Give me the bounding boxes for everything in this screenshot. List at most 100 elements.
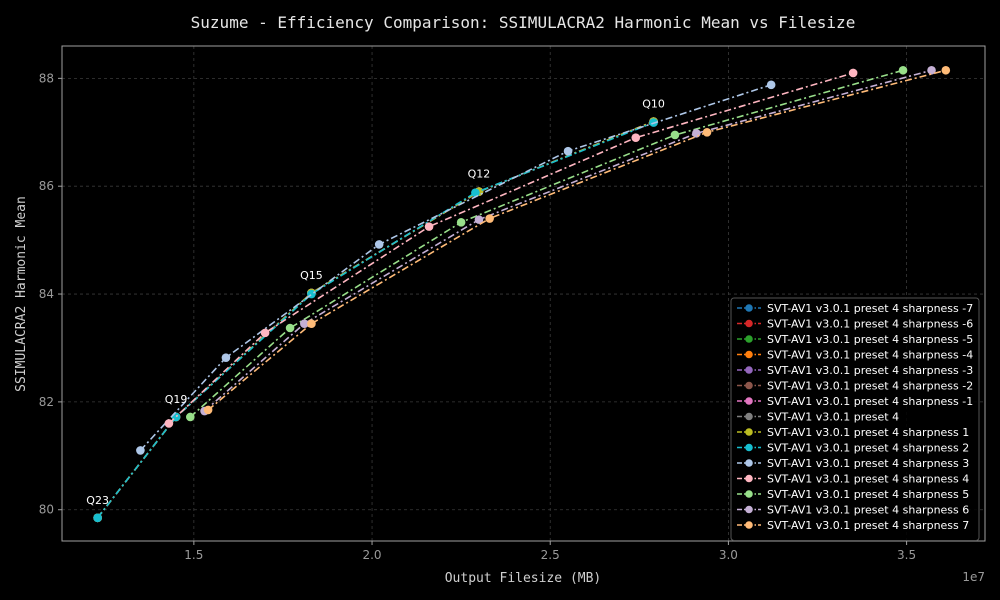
data-point — [766, 80, 776, 90]
data-point — [485, 214, 494, 223]
legend-marker — [745, 412, 753, 421]
x-offset-label: 1e7 — [962, 570, 985, 584]
data-point — [456, 218, 466, 227]
series-11 — [164, 68, 858, 428]
x-tick-label: 3.5 — [897, 548, 916, 562]
legend-label: SVT-AV1 v3.0.1 preset 4 sharpness 4 — [767, 473, 969, 486]
legend-item: SVT-AV1 v3.0.1 preset 4 sharpness -4 — [737, 349, 973, 362]
legend-item: SVT-AV1 v3.0.1 preset 4 sharpness 3 — [737, 457, 969, 470]
legend-marker — [745, 381, 753, 390]
legend-item: SVT-AV1 v3.0.1 preset 4 sharpness -7 — [737, 302, 973, 315]
data-point — [285, 323, 295, 333]
series-12 — [185, 65, 908, 422]
data-point — [136, 446, 145, 455]
data-point — [563, 146, 573, 156]
legend-label: SVT-AV1 v3.0.1 preset 4 sharpness -6 — [767, 318, 973, 331]
legend-box — [730, 297, 980, 541]
legend-marker — [745, 397, 753, 405]
quality-annotation: Q10 — [642, 97, 665, 110]
legend-item: SVT-AV1 v3.0.1 preset 4 sharpness -1 — [737, 395, 973, 408]
legend-item: SVT-AV1 v3.0.1 preset 4 sharpness 6 — [737, 504, 969, 517]
x-tick-label: 2.0 — [362, 548, 381, 562]
legend-marker — [745, 304, 753, 312]
data-point — [374, 240, 384, 249]
data-point — [300, 319, 309, 328]
series-layer — [93, 65, 951, 523]
series-14 — [203, 65, 951, 415]
legend-item: SVT-AV1 v3.0.1 preset 4 sharpness -6 — [737, 318, 973, 331]
legend-label: SVT-AV1 v3.0.1 preset 4 sharpness 1 — [767, 426, 969, 439]
legend-marker — [745, 428, 753, 436]
legend-label: SVT-AV1 v3.0.1 preset 4 sharpness 6 — [767, 504, 969, 517]
y-tick-label: 80 — [39, 503, 54, 517]
x-axis-label: Output Filesize (MB) — [445, 571, 602, 586]
data-point — [307, 319, 316, 328]
legend-item: SVT-AV1 v3.0.1 preset 4 sharpness -2 — [737, 380, 973, 393]
x-tick-label: 1.5 — [184, 548, 203, 562]
legend-marker — [745, 350, 753, 359]
chart-title: Suzume - Efficiency Comparison: SSIMULAC… — [191, 13, 856, 32]
legend-label: SVT-AV1 v3.0.1 preset 4 sharpness 7 — [767, 519, 969, 532]
data-point — [848, 68, 858, 78]
data-point — [93, 513, 102, 523]
plot-frame — [61, 45, 986, 542]
legend-label: SVT-AV1 v3.0.1 preset 4 sharpness -4 — [767, 349, 973, 362]
data-point — [164, 419, 174, 428]
data-point — [898, 65, 908, 75]
data-point — [260, 328, 270, 338]
legend-marker — [745, 459, 753, 467]
legend-label: SVT-AV1 v3.0.1 preset 4 sharpness 5 — [767, 488, 969, 501]
data-point — [424, 222, 434, 231]
annotations: Q23 Q19 Q15 Q12 Q10 — [86, 97, 665, 506]
quality-annotation: Q15 — [300, 269, 323, 282]
y-tick-label: 88 — [39, 71, 54, 85]
data-point — [185, 412, 195, 422]
legend-marker — [745, 366, 753, 374]
quality-annotation: Q12 — [468, 168, 491, 181]
legend-item: SVT-AV1 v3.0.1 preset 4 sharpness -5 — [737, 333, 973, 346]
data-point — [203, 405, 213, 415]
legend-item: SVT-AV1 v3.0.1 preset 4 sharpness 5 — [737, 488, 969, 501]
legend-item: SVT-AV1 v3.0.1 preset 4 sharpness 2 — [737, 442, 969, 455]
x-tick-label: 2.5 — [541, 548, 560, 562]
legend-marker — [745, 490, 753, 498]
quality-annotation: Q19 — [165, 393, 188, 406]
legend-label: SVT-AV1 v3.0.1 preset 4 sharpness -1 — [767, 395, 973, 408]
data-point — [471, 188, 480, 197]
legend-item: SVT-AV1 v3.0.1 preset 4 sharpness 4 — [737, 473, 969, 486]
data-point — [670, 130, 680, 140]
y-tick-label: 86 — [39, 179, 54, 193]
data-point — [631, 133, 641, 142]
series-10 — [136, 80, 776, 455]
y-tick-label: 82 — [39, 395, 54, 409]
legend-marker — [745, 521, 753, 529]
legend-item: SVT-AV1 v3.0.1 preset 4 sharpness 7 — [737, 519, 969, 532]
legend-label: SVT-AV1 v3.0.1 preset 4 sharpness -2 — [767, 380, 973, 393]
data-point — [692, 129, 701, 138]
legend-label: SVT-AV1 v3.0.1 preset 4 sharpness 2 — [767, 442, 969, 455]
legend-label: SVT-AV1 v3.0.1 preset 4 sharpness -3 — [767, 364, 973, 377]
data-point — [941, 65, 951, 75]
legend-label: SVT-AV1 v3.0.1 preset 4 sharpness -7 — [767, 302, 973, 315]
y-tick-label: 84 — [39, 287, 54, 301]
x-tick-label: 3.0 — [719, 548, 738, 562]
legend-marker — [745, 474, 753, 483]
legend-marker — [745, 505, 753, 514]
data-point — [474, 215, 484, 224]
legend-marker — [745, 335, 753, 343]
legend-marker — [745, 443, 753, 452]
legend-item: SVT-AV1 v3.0.1 preset 4 sharpness -3 — [737, 364, 973, 377]
ticks: 1.5 2.0 2.5 3.0 3.5 80 82 84 86 88 — [39, 71, 916, 562]
legend-item: SVT-AV1 v3.0.1 preset 4 — [737, 411, 899, 424]
y-axis-label: SSIMULACRA2 Harmonic Mean — [14, 196, 29, 392]
data-point — [221, 353, 231, 362]
data-point — [927, 65, 936, 75]
legend: SVT-AV1 v3.0.1 preset 4 sharpness -7 SVT-… — [730, 297, 980, 541]
legend-label: SVT-AV1 v3.0.1 preset 4 sharpness 3 — [767, 457, 969, 470]
legend-label: SVT-AV1 v3.0.1 preset 4 — [767, 411, 899, 424]
data-point — [702, 127, 712, 137]
legend-label: SVT-AV1 v3.0.1 preset 4 sharpness -5 — [767, 333, 973, 346]
legend-marker — [745, 319, 753, 328]
legend-item: SVT-AV1 v3.0.1 preset 4 sharpness 1 — [737, 426, 969, 439]
